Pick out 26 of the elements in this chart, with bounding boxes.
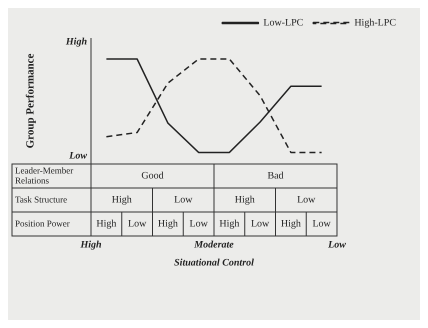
text: Low [174,194,194,206]
text: Good [141,170,164,182]
text: Leader-Member Relations [15,165,74,186]
text: Low [327,240,346,251]
text: Situational Control [174,258,254,269]
text: Position Power [15,218,70,228]
legend-label: Low-LPC [263,18,304,29]
text: Low [250,218,270,230]
text: Low [68,150,88,162]
text: High [79,240,102,251]
text: Low [128,218,148,230]
legend-label: High-LPC [354,18,396,29]
text: Moderate [193,240,234,251]
text: Low [312,218,332,230]
text: High [64,36,88,48]
text: High [158,218,178,230]
text: High [112,194,132,206]
text: High [280,218,301,230]
text: Low [189,218,209,230]
text: High [219,218,240,230]
text: Bad [267,170,284,182]
y-axis-title: Group Performance [24,53,36,148]
text: Task Structure [15,194,68,204]
text: High [96,218,116,230]
text: High [234,194,255,206]
text: Low [297,194,316,206]
